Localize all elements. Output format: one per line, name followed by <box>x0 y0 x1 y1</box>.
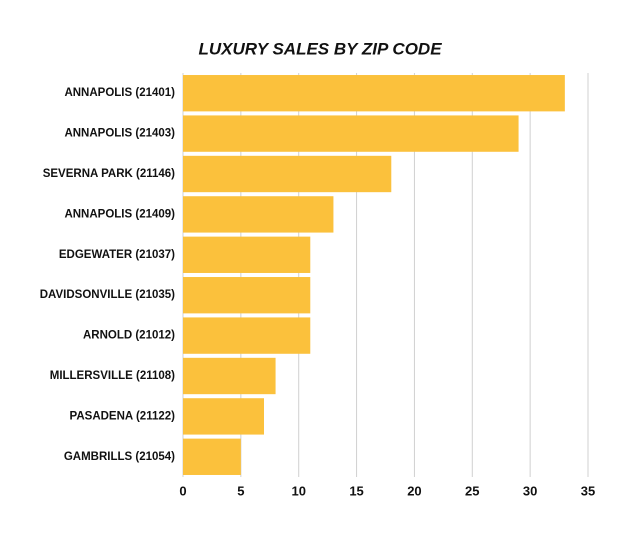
y-tick-label: DAVIDSONVILLE (21035) <box>40 289 175 301</box>
x-tick-label: 25 <box>465 483 479 498</box>
chart-title: LUXURY SALES BY ZIP CODE <box>198 39 442 58</box>
x-tick-label: 35 <box>581 483 595 498</box>
x-tick-label: 20 <box>407 483 421 498</box>
y-tick-label: ANNAPOLIS (21401) <box>64 87 175 99</box>
bar <box>183 438 241 475</box>
bar <box>183 398 264 435</box>
x-tick-label: 15 <box>349 483 363 498</box>
x-tick-label: 0 <box>179 483 186 498</box>
bar <box>183 277 311 314</box>
bar <box>183 155 392 193</box>
x-tick-label: 5 <box>237 483 244 498</box>
bar <box>183 236 311 273</box>
y-tick-label: ANNAPOLIS (21403) <box>64 128 175 140</box>
y-tick-label: ANNAPOLIS (21409) <box>64 208 175 220</box>
y-tick-label: ARNOLD (21012) <box>83 330 175 342</box>
y-tick-label: MILLERSVILLE (21108) <box>50 370 175 382</box>
y-tick-label: EDGEWATER (21037) <box>59 249 175 261</box>
bar <box>183 357 276 395</box>
bar <box>183 75 565 112</box>
x-tick-label: 30 <box>523 483 537 498</box>
y-tick-label: GAMBRILLS (21054) <box>64 451 175 463</box>
y-tick-label: PASADENA (21122) <box>70 410 176 422</box>
bar <box>183 196 334 233</box>
x-tick-label: 10 <box>291 483 305 498</box>
y-tick-label: SEVERNA PARK (21146) <box>43 168 175 180</box>
bar <box>183 115 519 152</box>
bar <box>183 317 311 354</box>
